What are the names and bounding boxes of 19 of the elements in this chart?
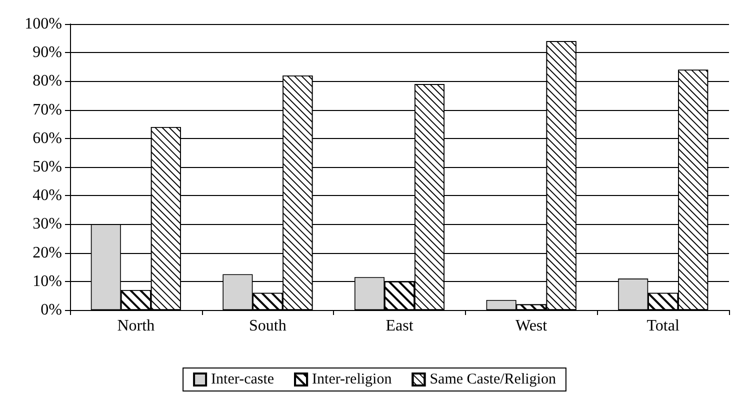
y-tick-label: 90% xyxy=(32,44,62,62)
y-tick-label: 40% xyxy=(32,187,62,204)
x-tick-label: Total xyxy=(646,318,680,334)
legend-label: Inter-caste xyxy=(211,372,274,388)
y-tick-label: 0% xyxy=(40,302,62,318)
y-tick-label: 80% xyxy=(32,72,62,90)
y-tick-label: 70% xyxy=(32,101,62,118)
y-tick-label: 20% xyxy=(32,244,62,262)
legend-label: Inter-religion xyxy=(312,372,392,388)
legend-label: Same Caste/Religion xyxy=(430,372,556,388)
y-tick-label: 100% xyxy=(24,16,62,32)
x-tick-label: West xyxy=(516,318,548,334)
x-tick-label: South xyxy=(249,318,286,334)
x-tick-label: North xyxy=(117,318,155,334)
y-tick-label: 30% xyxy=(32,216,62,233)
y-tick-label: 50% xyxy=(32,158,62,176)
x-tick-label: East xyxy=(386,318,414,334)
y-tick-label: 10% xyxy=(32,272,62,290)
y-tick-label: 60% xyxy=(32,130,62,147)
